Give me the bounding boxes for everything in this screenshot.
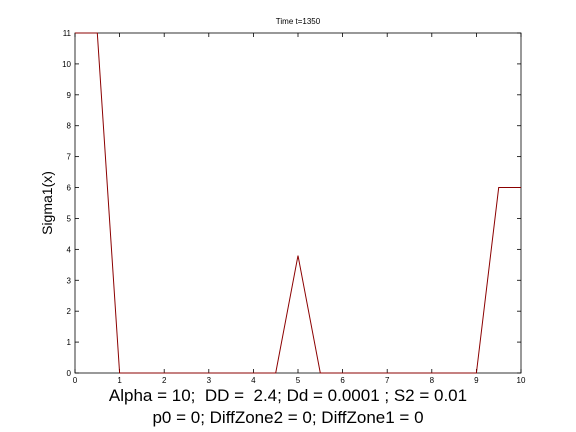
x-tick-label: 3 (207, 376, 212, 385)
x-tick-label: 6 (340, 376, 345, 385)
x-tick-label: 1 (117, 376, 122, 385)
y-tick-label: 5 (67, 214, 72, 223)
y-tick-label: 0 (67, 369, 72, 378)
y-tick-label: 4 (67, 245, 72, 254)
y-axis-label: Sigma1(x) (39, 171, 55, 235)
caption-line-1: Alpha = 10; DD = 2.4; Dd = 0.0001 ; S2 =… (108, 386, 468, 405)
x-tick-label: 4 (251, 376, 256, 385)
y-tick-label: 11 (63, 29, 72, 38)
plot-area (74, 32, 522, 374)
x-tick-label: 10 (517, 376, 526, 385)
caption-line-2: p0 = 0; DiffZone2 = 0; DiffZone1 = 0 (152, 408, 424, 427)
y-tick-label: 8 (67, 122, 72, 131)
y-tick-label: 3 (67, 276, 72, 285)
x-tick-label: 8 (430, 376, 435, 385)
x-tick-label: 2 (162, 376, 167, 385)
x-tick-label: 7 (385, 376, 390, 385)
y-tick-label: 6 (67, 184, 72, 193)
chart-title: Time t=1350 (276, 17, 321, 26)
y-tick-label: 1 (67, 338, 72, 347)
y-tick-label: 2 (67, 307, 72, 316)
series-line (75, 32, 521, 374)
x-tick-label: 9 (474, 376, 479, 385)
x-tick-label: 5 (296, 376, 301, 385)
y-tick-label: 7 (67, 153, 72, 162)
y-tick-label: 9 (67, 91, 72, 100)
x-tick-label: 0 (73, 376, 78, 385)
y-tick-label: 10 (62, 60, 71, 69)
